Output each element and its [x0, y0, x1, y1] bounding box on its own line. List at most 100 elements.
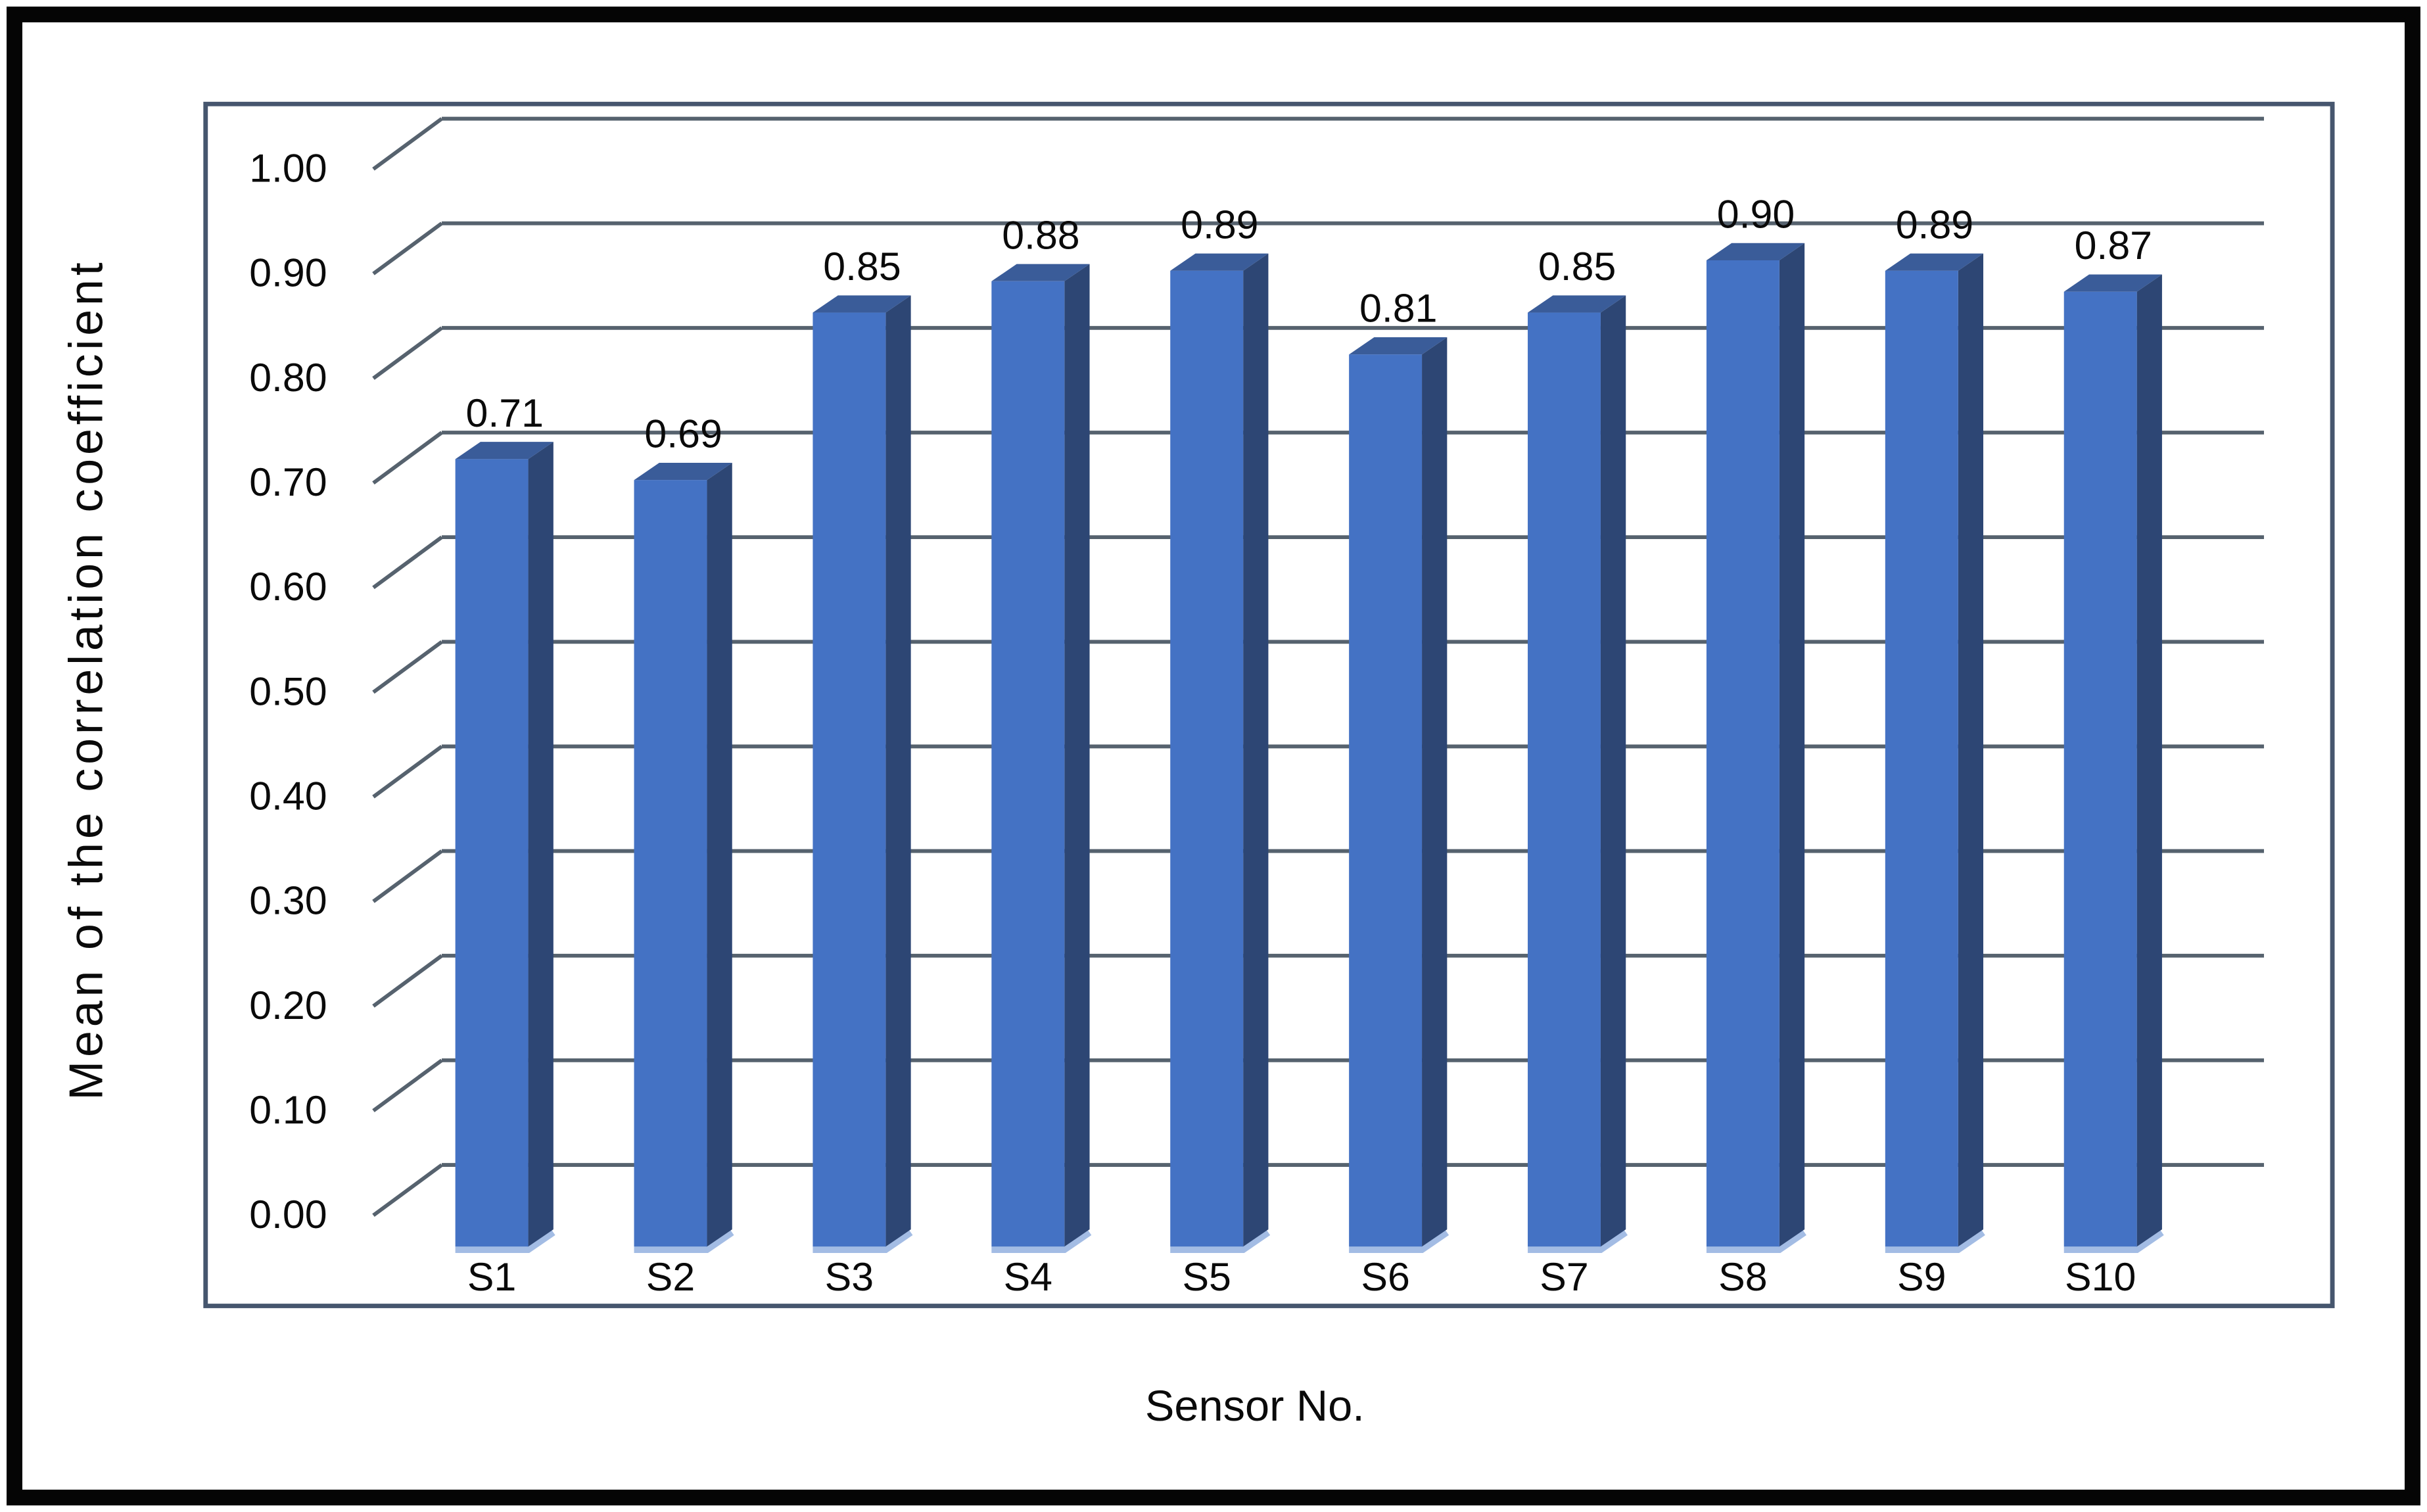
- bar-base-highlight: [991, 1229, 1092, 1253]
- depth-tick-line: [372, 222, 443, 275]
- bar-side-face: [885, 295, 911, 1247]
- bar-value-label: 0.90: [1717, 192, 1795, 237]
- x-category-label: S8: [1718, 1255, 1767, 1300]
- depth-tick-line: [372, 117, 443, 171]
- bar-S8: [1706, 243, 1806, 1253]
- bar-S5: [1170, 253, 1271, 1253]
- bar-value-label: 0.89: [1181, 202, 1258, 247]
- bar-front-face: [1528, 312, 1601, 1247]
- bar-front-face: [1170, 270, 1244, 1247]
- bar-side-face: [1422, 337, 1448, 1247]
- bar-top-face: [634, 462, 732, 481]
- x-axis-title: Sensor No.: [1145, 1382, 1365, 1431]
- bar-S4: [991, 264, 1092, 1253]
- bar-value-label: 0.89: [1896, 202, 1973, 247]
- bar-S6: [1349, 337, 1449, 1253]
- y-tick-label: 0.60: [249, 565, 327, 609]
- bar-S9: [1885, 253, 1985, 1253]
- bar-base-highlight: [1349, 1229, 1449, 1253]
- bar-top-face: [455, 442, 554, 460]
- bar-side-face: [1600, 295, 1626, 1247]
- bar-base-highlight: [455, 1229, 555, 1253]
- bar-S2: [634, 462, 734, 1253]
- bar-S7: [1528, 295, 1628, 1253]
- bar-value-label: 0.85: [823, 244, 901, 289]
- y-tick-label: 0.80: [249, 355, 327, 400]
- bar-front-face: [991, 281, 1065, 1247]
- y-axis-title: Mean of the correlation coefficient: [60, 258, 112, 1100]
- depth-tick-line: [372, 1058, 443, 1112]
- bar-front-face: [1706, 260, 1779, 1247]
- bar-side-face: [528, 442, 554, 1247]
- bar-side-face: [1243, 253, 1269, 1247]
- x-category-label: S3: [825, 1255, 874, 1300]
- bar-top-face: [1170, 253, 1269, 271]
- bar-top-face: [1706, 243, 1805, 260]
- y-tick-label: 0.10: [249, 1087, 327, 1132]
- depth-tick-line: [372, 535, 443, 590]
- bar-base-highlight: [634, 1229, 734, 1253]
- bar-base-highlight: [813, 1229, 913, 1253]
- bar-S3: [813, 295, 913, 1253]
- bar-top-face: [813, 295, 911, 313]
- bar-front-face: [634, 480, 707, 1247]
- bar-front-face: [1349, 354, 1423, 1247]
- bar-base-highlight: [1706, 1229, 1806, 1253]
- y-tick-label: 0.50: [249, 669, 327, 714]
- bar-top-face: [1349, 337, 1448, 355]
- depth-tick-line: [372, 745, 443, 799]
- plot-frame-group: [203, 101, 2335, 1308]
- depth-tick-line: [372, 326, 443, 380]
- y-tick-label: 0.00: [249, 1192, 327, 1237]
- bar-side-face: [1064, 264, 1090, 1247]
- bar-value-label: 0.81: [1359, 286, 1437, 331]
- x-category-label: S9: [1897, 1255, 1946, 1300]
- bar-side-face: [2136, 274, 2162, 1247]
- x-category-label: S6: [1361, 1255, 1409, 1300]
- x-category-label: S1: [467, 1255, 516, 1300]
- plot-frame: [203, 101, 2335, 1308]
- bar-S1: [455, 442, 555, 1253]
- bar-side-face: [1779, 243, 1805, 1247]
- y-tick-label: 0.20: [249, 983, 327, 1028]
- bar-top-face: [1885, 253, 1984, 271]
- bar-value-label: 0.69: [644, 412, 722, 456]
- depth-tick-line: [372, 640, 443, 694]
- x-category-label: S5: [1182, 1255, 1231, 1300]
- bar-base-highlight: [1170, 1229, 1271, 1253]
- bar-top-face: [2063, 274, 2162, 292]
- x-category-label: S10: [2065, 1255, 2136, 1300]
- depth-tick-line: [372, 954, 443, 1008]
- bar-side-face: [1958, 253, 1984, 1247]
- y-tick-label: 0.30: [249, 878, 327, 923]
- bar-front-face: [2063, 291, 2137, 1247]
- bar-base-highlight: [1528, 1229, 1628, 1253]
- x-category-label: S7: [1540, 1255, 1588, 1300]
- bar-base-highlight: [1885, 1229, 1985, 1253]
- depth-tick-line: [372, 849, 443, 903]
- y-tick-label: 0.40: [249, 774, 327, 818]
- bar-side-face: [707, 462, 732, 1247]
- x-category-label: S2: [646, 1255, 695, 1300]
- bar-value-label: 0.87: [2075, 224, 2152, 268]
- bar-S10: [2063, 274, 2164, 1253]
- x-category-label: S4: [1004, 1255, 1052, 1300]
- bar-value-label: 0.85: [1538, 244, 1616, 289]
- bar-value-label: 0.88: [1002, 213, 1079, 258]
- bar-base-highlight: [2063, 1229, 2164, 1253]
- figure-border: 0.00 0.10 0.20 0.30 0.40 0.50 0.60 0.70 0.80 0.90…: [7, 7, 2420, 1505]
- labels-group: 0.71 S1 0.69 S2 0.85 S3 0.88 S4 0.89 S5 0.81 S6 0.85…: [466, 192, 2153, 1299]
- bar-value-label: 0.71: [466, 390, 544, 435]
- bar-front-face: [813, 312, 886, 1247]
- bar-top-face: [1528, 295, 1626, 313]
- depth-tick-line: [372, 431, 443, 484]
- y-tick-label: 0.70: [249, 460, 327, 504]
- bar-front-face: [455, 459, 529, 1247]
- bar-top-face: [991, 264, 1090, 281]
- 3d-bar-chart-canvas: 0.00 0.10 0.20 0.30 0.40 0.50 0.60 0.70 0.80 0.90…: [60, 101, 2335, 1431]
- bars-group: [455, 243, 2164, 1253]
- y-tick-label: 0.90: [249, 250, 327, 295]
- bar-front-face: [1885, 270, 1958, 1247]
- depth-tick-line: [372, 1163, 443, 1217]
